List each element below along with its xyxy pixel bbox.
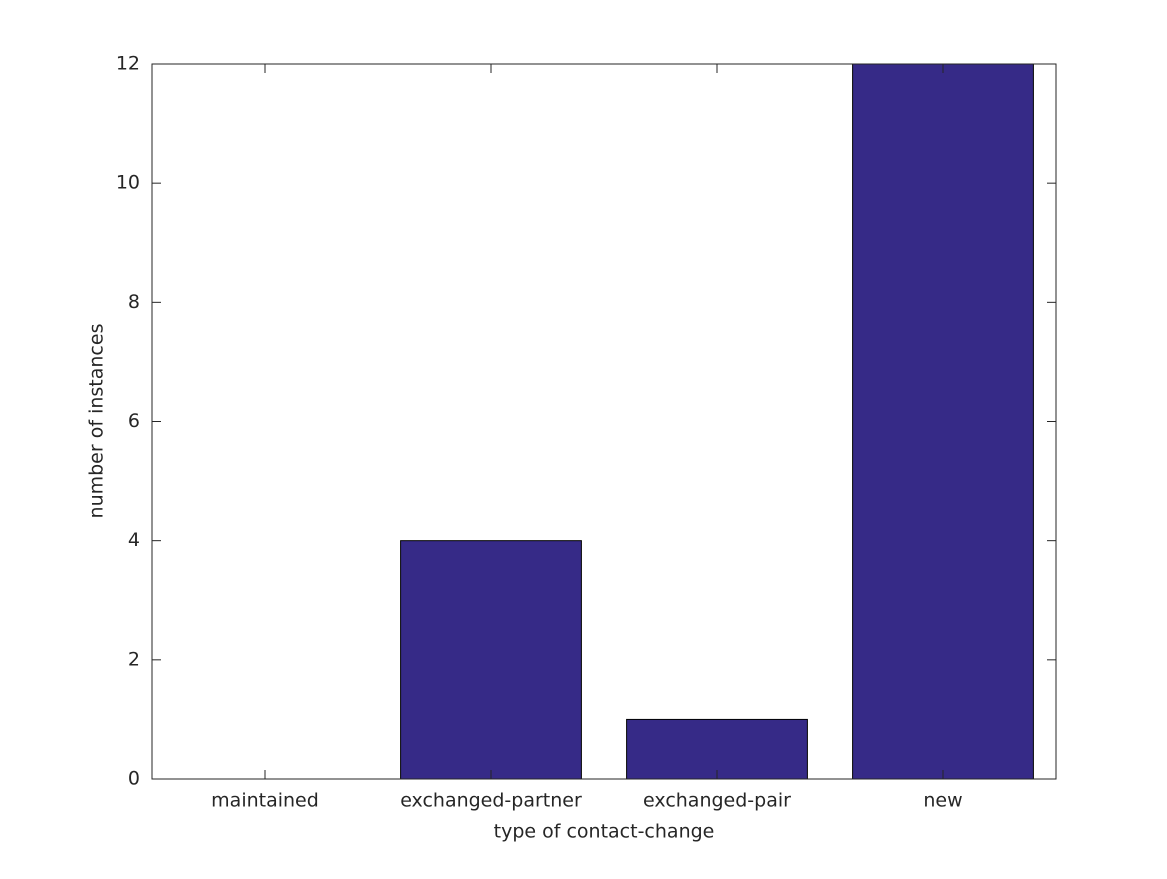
y-tick-label: 8 bbox=[128, 291, 140, 313]
x-tick-label: exchanged-pair bbox=[643, 790, 791, 812]
axes-box bbox=[151, 63, 1057, 780]
y-tick-label: 2 bbox=[128, 648, 140, 670]
y-axis-label: number of instances bbox=[86, 324, 108, 519]
x-tick-label: new bbox=[923, 790, 962, 812]
x-tick-label: exchanged-partner bbox=[400, 790, 582, 812]
bar bbox=[626, 718, 808, 780]
y-tick-label: 10 bbox=[116, 172, 140, 194]
bar bbox=[852, 63, 1034, 780]
x-axis-label: type of contact-change bbox=[494, 821, 715, 843]
y-tick-label: 0 bbox=[128, 768, 140, 790]
y-tick-label: 12 bbox=[116, 53, 140, 75]
bar bbox=[400, 540, 582, 780]
x-tick-label: maintained bbox=[211, 790, 319, 812]
y-tick-label: 4 bbox=[128, 529, 140, 551]
y-tick-label: 6 bbox=[128, 410, 140, 432]
